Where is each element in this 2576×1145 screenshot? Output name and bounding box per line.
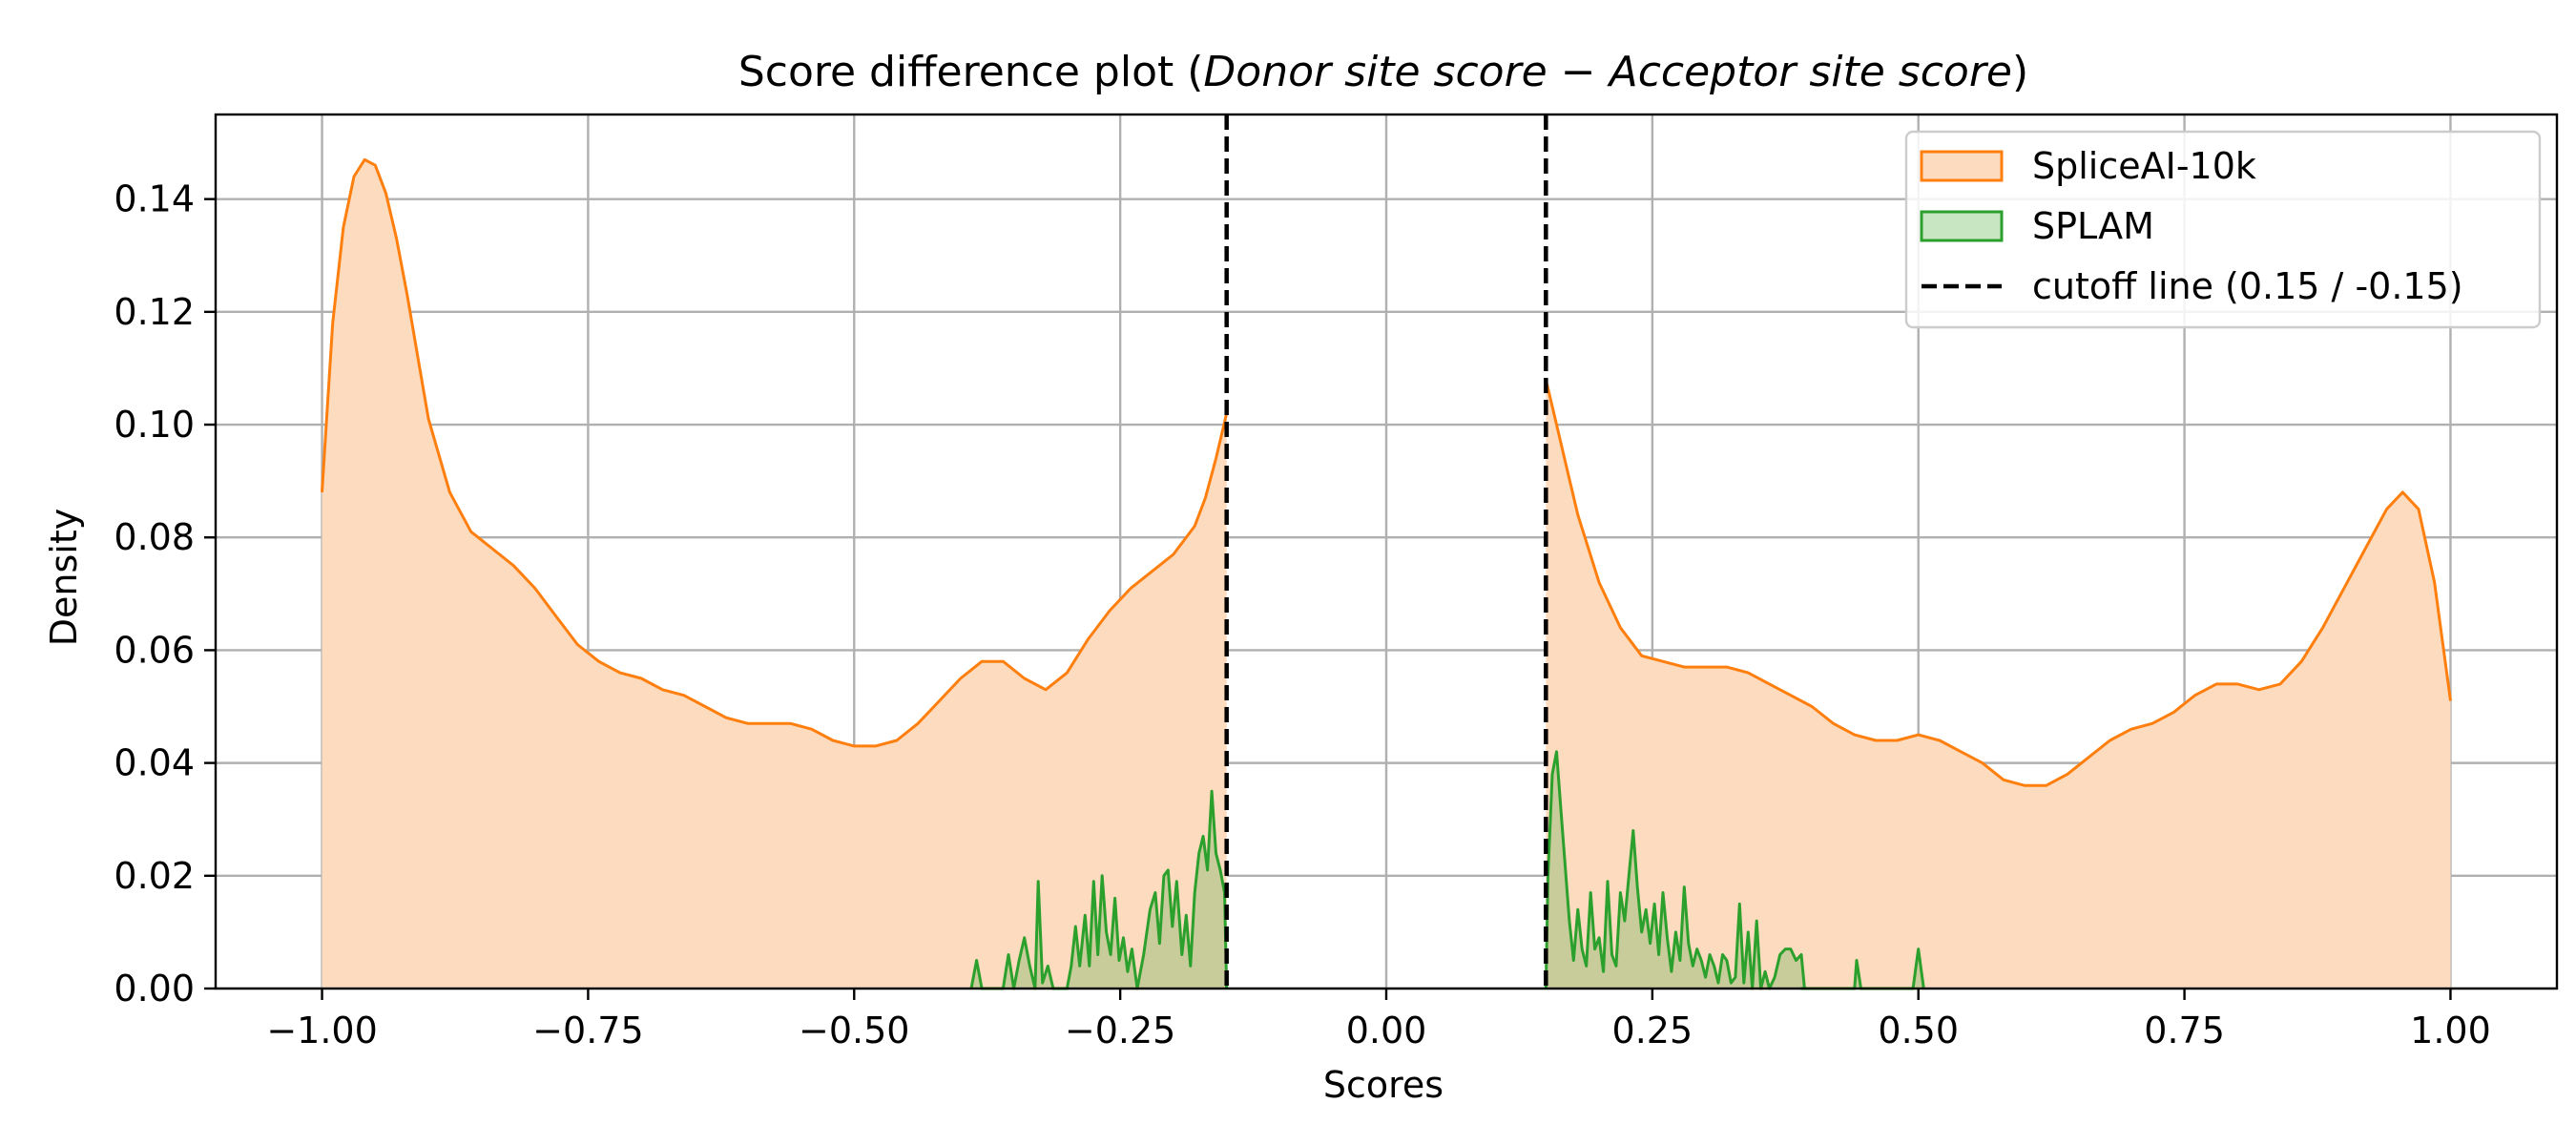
legend: SpliceAI-10k SPLAM cutoff line (0.15 / -0.… [1906, 132, 2540, 327]
y-tick-label-4: 0.08 [114, 516, 195, 558]
chart-title: Score difference plot (Donor site score … [738, 48, 2028, 96]
legend-label-cutoff-line-0-15-0-15: cutoff line (0.15 / -0.15) [2032, 265, 2463, 307]
x-tick-label-6: 0.50 [1878, 1010, 1959, 1051]
x-tick-label-4: 0.00 [1346, 1010, 1427, 1051]
x-tick-label-7: 0.75 [2144, 1010, 2225, 1051]
y-tick-label-5: 0.10 [114, 404, 195, 446]
y-axis-label: Density [43, 509, 85, 646]
y-tick-label-1: 0.02 [114, 855, 195, 897]
y-tick-label-6: 0.12 [114, 291, 195, 333]
y-tick-label-7: 0.14 [114, 178, 195, 220]
y-tick-label-3: 0.06 [114, 629, 195, 671]
y-axis-ticks: 0.00 0.02 0.04 0.06 0.08 0.10 0.12 0.14 [114, 178, 216, 1010]
spliceai-10k-area-1 [1546, 380, 2450, 989]
y-tick-label-0: 0.00 [114, 968, 195, 1010]
x-tick-label-1: −0.75 [532, 1010, 643, 1051]
legend-swatch-splam [1922, 212, 2002, 240]
legend-label-splam: SPLAM [2032, 205, 2154, 247]
x-axis-ticks: −1.00 −0.75 −0.50 −0.25 0.00 0.25 0.50 0.75 1.00 [266, 989, 2490, 1051]
x-tick-label-8: 1.00 [2410, 1010, 2491, 1051]
legend-swatch-spliceai-10k [1922, 152, 2002, 180]
legend-label-spliceai-10k: SpliceAI-10k [2032, 145, 2256, 187]
x-axis-label: Scores [1323, 1064, 1444, 1106]
y-tick-label-2: 0.04 [114, 742, 195, 784]
x-tick-label-3: −0.25 [1065, 1010, 1175, 1051]
spliceai-10k-area-0 [322, 159, 1227, 989]
x-tick-label-2: −0.50 [799, 1010, 909, 1051]
x-tick-label-0: −1.00 [266, 1010, 377, 1051]
x-tick-label-5: 0.25 [1612, 1010, 1693, 1051]
